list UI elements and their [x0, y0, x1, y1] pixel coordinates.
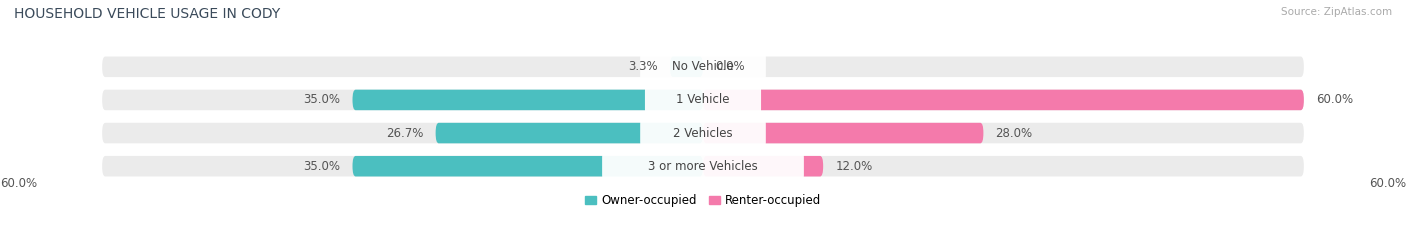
Text: 3.3%: 3.3%	[628, 60, 658, 73]
FancyBboxPatch shape	[669, 57, 703, 77]
FancyBboxPatch shape	[103, 156, 1303, 176]
FancyBboxPatch shape	[103, 90, 1303, 110]
Text: 2 Vehicles: 2 Vehicles	[673, 127, 733, 140]
Text: 0.0%: 0.0%	[716, 60, 745, 73]
Text: 35.0%: 35.0%	[304, 160, 340, 173]
FancyBboxPatch shape	[353, 156, 703, 176]
Text: 60.0%: 60.0%	[1316, 93, 1353, 106]
FancyBboxPatch shape	[703, 90, 1303, 110]
FancyBboxPatch shape	[353, 90, 703, 110]
Text: 1 Vehicle: 1 Vehicle	[676, 93, 730, 106]
Text: 3 or more Vehicles: 3 or more Vehicles	[648, 160, 758, 173]
Text: 60.0%: 60.0%	[0, 177, 37, 190]
FancyBboxPatch shape	[703, 123, 983, 143]
Text: HOUSEHOLD VEHICLE USAGE IN CODY: HOUSEHOLD VEHICLE USAGE IN CODY	[14, 7, 280, 21]
FancyBboxPatch shape	[602, 148, 804, 184]
Text: 35.0%: 35.0%	[304, 93, 340, 106]
FancyBboxPatch shape	[436, 123, 703, 143]
Text: No Vehicle: No Vehicle	[672, 60, 734, 73]
Text: 12.0%: 12.0%	[835, 160, 873, 173]
Text: Source: ZipAtlas.com: Source: ZipAtlas.com	[1281, 7, 1392, 17]
Text: 60.0%: 60.0%	[1369, 177, 1406, 190]
FancyBboxPatch shape	[640, 115, 766, 151]
Text: 26.7%: 26.7%	[387, 127, 423, 140]
FancyBboxPatch shape	[640, 49, 766, 85]
FancyBboxPatch shape	[103, 57, 1303, 77]
Legend: Owner-occupied, Renter-occupied: Owner-occupied, Renter-occupied	[579, 190, 827, 212]
FancyBboxPatch shape	[703, 156, 823, 176]
Text: 28.0%: 28.0%	[995, 127, 1032, 140]
FancyBboxPatch shape	[645, 82, 761, 118]
FancyBboxPatch shape	[103, 123, 1303, 143]
